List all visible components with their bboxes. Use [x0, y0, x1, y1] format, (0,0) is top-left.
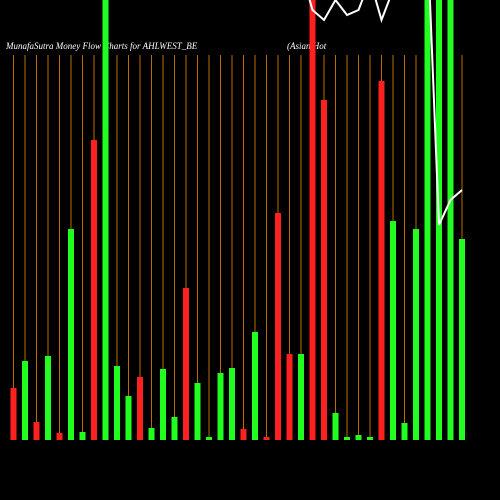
bar	[160, 369, 166, 440]
bar	[413, 229, 419, 440]
bar	[390, 221, 396, 440]
bar	[378, 81, 385, 440]
bar	[355, 435, 362, 440]
bar	[424, 0, 431, 440]
bar	[263, 437, 270, 440]
bar	[10, 388, 17, 440]
bar	[344, 437, 350, 440]
bar	[309, 0, 316, 440]
bar	[79, 432, 86, 440]
bar	[102, 0, 109, 440]
bar	[217, 373, 224, 440]
bar	[252, 332, 258, 440]
bar	[183, 288, 189, 440]
bar	[298, 354, 304, 440]
bar	[68, 229, 74, 440]
bar	[321, 100, 327, 440]
bar	[33, 422, 40, 440]
bar	[459, 239, 465, 440]
bar	[401, 423, 408, 440]
bar	[125, 396, 132, 440]
bar	[275, 213, 281, 440]
bar	[447, 0, 454, 440]
bar	[137, 377, 143, 440]
bar	[367, 437, 373, 440]
chart-title: MunafaSutra Money Flow Charts for AHLWES…	[5, 41, 198, 51]
bar	[240, 429, 247, 440]
bar	[229, 368, 235, 440]
chart-subtitle: (Asian Hot	[287, 41, 327, 51]
bar	[22, 361, 28, 440]
bar	[286, 354, 293, 440]
bar	[332, 413, 339, 440]
bar	[171, 417, 178, 440]
bar	[194, 383, 201, 440]
bar	[56, 433, 63, 440]
bar	[91, 140, 97, 440]
bar	[148, 428, 155, 440]
bar	[45, 356, 51, 440]
bar	[206, 437, 212, 440]
bar	[114, 366, 120, 440]
money-line	[308, 0, 463, 226]
